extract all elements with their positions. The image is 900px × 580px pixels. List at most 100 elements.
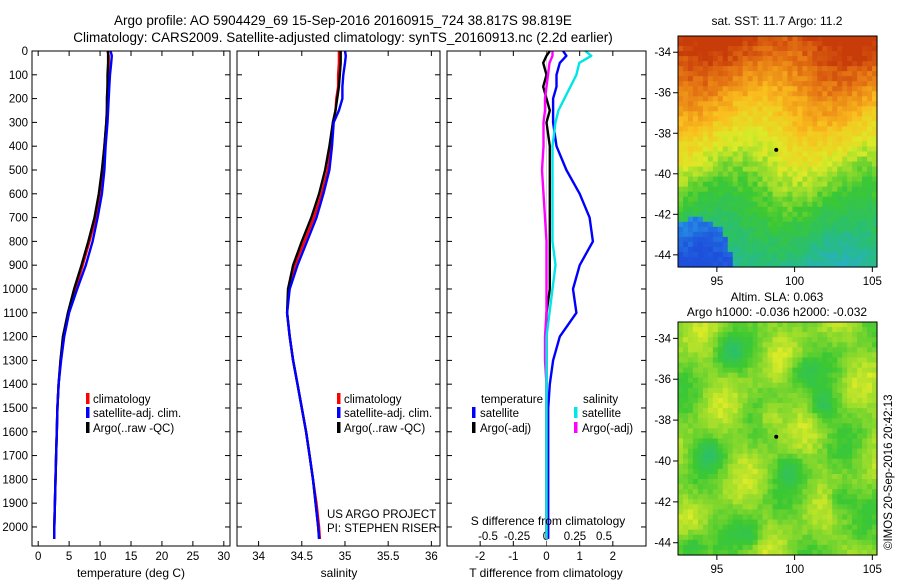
heatmap-cell bbox=[757, 51, 764, 57]
heatmap-cell bbox=[817, 463, 823, 470]
heatmap-cell bbox=[722, 327, 729, 333]
heatmap-cell bbox=[702, 458, 709, 465]
heatmap-cell bbox=[742, 499, 749, 505]
heatmap-cell bbox=[722, 418, 729, 424]
heatmap-cell bbox=[687, 56, 694, 62]
heatmap-cell bbox=[817, 261, 823, 268]
heatmap-cell bbox=[762, 352, 769, 359]
heatmap-cell bbox=[742, 151, 749, 158]
heatmap-cell bbox=[692, 41, 699, 47]
heatmap-cell bbox=[767, 226, 774, 233]
heatmap-cell bbox=[742, 484, 749, 490]
heatmap-cell bbox=[822, 231, 828, 238]
heatmap-cell bbox=[842, 438, 848, 445]
heatmap-cell bbox=[678, 171, 684, 178]
heatmap-cell bbox=[697, 327, 704, 333]
heatmap-cell bbox=[812, 463, 818, 470]
heatmap-cell bbox=[812, 519, 818, 526]
heatmap-cell bbox=[707, 201, 714, 208]
heatmap-cell bbox=[697, 342, 704, 348]
heatmap-cell bbox=[707, 443, 714, 450]
heatmap-cell bbox=[792, 231, 798, 238]
depth-tick-label: 600 bbox=[9, 189, 28, 201]
heatmap-cell bbox=[732, 509, 739, 516]
heatmap-cell bbox=[792, 66, 798, 72]
heatmap-cell bbox=[762, 106, 769, 112]
heatmap-cell bbox=[687, 61, 694, 67]
heatmap-cell bbox=[702, 499, 709, 505]
heatmap-cell bbox=[752, 36, 759, 42]
heatmap-cell bbox=[692, 256, 699, 263]
heatmap-cell bbox=[807, 211, 813, 218]
heatmap-cell bbox=[747, 347, 754, 353]
heatmap-cell bbox=[742, 116, 749, 122]
heatmap-cell bbox=[707, 161, 714, 168]
heatmap-cell bbox=[767, 514, 774, 521]
heatmap-cell bbox=[782, 367, 789, 374]
heatmap-cell bbox=[767, 221, 774, 228]
heatmap-cell bbox=[797, 438, 803, 445]
heatmap-cell bbox=[712, 519, 719, 526]
heatmap-cell bbox=[792, 408, 798, 414]
heatmap-cell bbox=[717, 377, 724, 384]
heatmap-cell bbox=[792, 463, 798, 470]
heatmap-cell bbox=[732, 166, 739, 173]
heatmap-cell bbox=[712, 473, 719, 480]
heatmap-cell bbox=[792, 36, 798, 42]
heatmap-cell bbox=[757, 211, 764, 218]
heatmap-cell bbox=[752, 81, 759, 87]
heatmap-cell bbox=[797, 504, 803, 511]
heatmap-cell bbox=[787, 403, 794, 409]
heatmap-cell bbox=[797, 397, 803, 404]
heatmap-cell bbox=[822, 256, 828, 263]
heatmap-cell bbox=[762, 413, 769, 419]
heatmap-cell bbox=[692, 428, 699, 435]
heatmap-cell bbox=[797, 221, 803, 228]
heatmap-cell bbox=[787, 418, 794, 424]
heatmap-cell bbox=[837, 382, 843, 389]
heatmap-cell bbox=[737, 221, 744, 228]
heatmap-cell bbox=[847, 191, 853, 198]
heatmap-cell bbox=[772, 56, 779, 62]
heatmap-cell bbox=[772, 246, 779, 253]
heatmap-cell bbox=[872, 484, 878, 490]
heatmap-cell bbox=[762, 131, 769, 138]
heatmap-cell bbox=[742, 494, 749, 500]
sla-map-box bbox=[677, 321, 878, 556]
x-tick-label: -1 bbox=[508, 551, 518, 563]
heatmap-cell bbox=[812, 36, 818, 42]
heatmap-cell bbox=[772, 418, 779, 424]
heatmap-cell bbox=[862, 201, 868, 208]
heatmap-cell bbox=[812, 146, 818, 153]
heatmap-cell bbox=[857, 322, 863, 328]
heatmap-cell bbox=[802, 337, 808, 343]
heatmap-cell bbox=[732, 126, 739, 133]
heatmap-cell bbox=[712, 382, 719, 389]
heatmap-cell bbox=[767, 251, 774, 258]
heatmap-cell bbox=[807, 116, 813, 122]
heatmap-cell bbox=[862, 166, 868, 173]
heatmap-cell bbox=[867, 362, 873, 369]
legend-swatch-climatology bbox=[86, 393, 90, 404]
heatmap-cell bbox=[742, 453, 749, 460]
heatmap-cell bbox=[692, 438, 699, 445]
heatmap-cell bbox=[752, 196, 759, 203]
heatmap-cell bbox=[847, 151, 853, 158]
heatmap-cell bbox=[767, 519, 774, 526]
heatmap-cell bbox=[832, 494, 838, 500]
heatmap-cell bbox=[867, 357, 873, 364]
heatmap-cell bbox=[857, 372, 863, 379]
heatmap-cell bbox=[822, 372, 828, 379]
heatmap-cell bbox=[707, 377, 714, 384]
heatmap-cell bbox=[707, 519, 714, 526]
heatmap-cell bbox=[797, 56, 803, 62]
heatmap-cell bbox=[812, 438, 818, 445]
heatmap-cell bbox=[802, 509, 808, 516]
heatmap-cell bbox=[702, 489, 709, 495]
heatmap-cell bbox=[697, 56, 704, 62]
heatmap-cell bbox=[727, 403, 734, 409]
heatmap-cell bbox=[867, 408, 873, 414]
heatmap-cell bbox=[842, 453, 848, 460]
heatmap-cell bbox=[817, 534, 823, 541]
heatmap-cell bbox=[678, 524, 684, 531]
